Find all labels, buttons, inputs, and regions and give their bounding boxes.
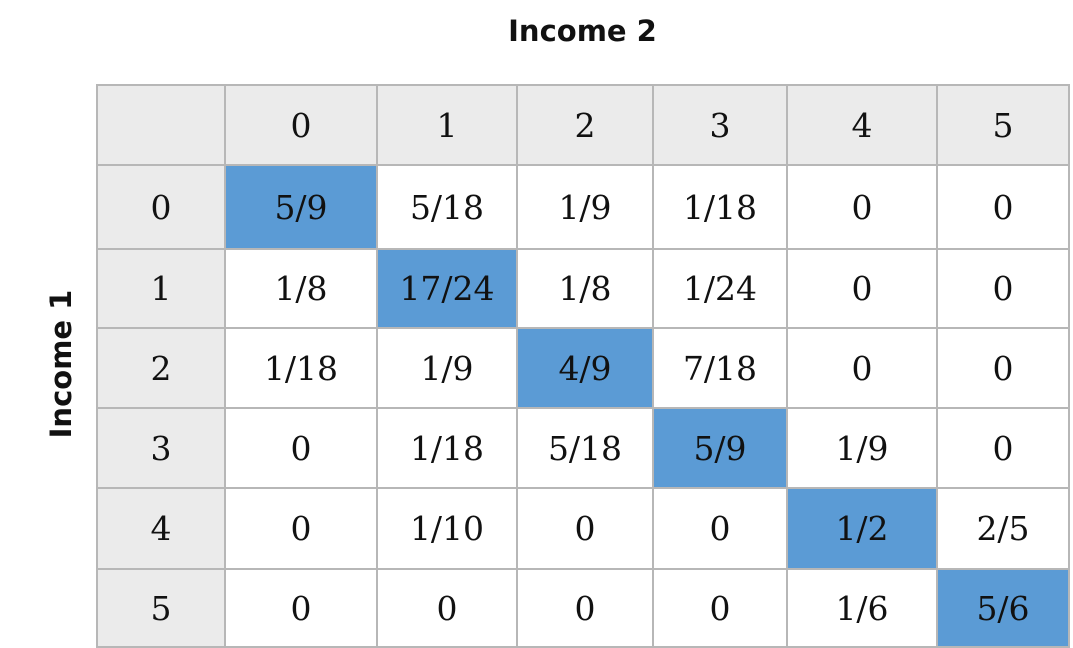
- row-header: 1: [96, 248, 226, 329]
- col-header: 4: [786, 84, 938, 166]
- table-row: 1 1/8 17/24 1/8 1/24 0 0: [96, 248, 1070, 329]
- table-cell: 0: [786, 248, 938, 329]
- table-row: 5 0 0 0 0 1/6 5/6: [96, 568, 1070, 648]
- table-cell: 0: [936, 327, 1070, 409]
- table-cell: 1/9: [516, 164, 654, 250]
- col-header: 2: [516, 84, 654, 166]
- table-row: 3 0 1/18 5/18 5/9 1/9 0: [96, 407, 1070, 489]
- table-cell: 1/18: [224, 327, 378, 409]
- table-cell: 0: [376, 568, 518, 648]
- table-cell: 0: [224, 487, 378, 570]
- table-cell: 1/24: [652, 248, 788, 329]
- table-cell: 1/8: [224, 248, 378, 329]
- table-cell: 0: [786, 164, 938, 250]
- row-header: 0: [96, 164, 226, 250]
- table-cell: 1/2: [786, 487, 938, 570]
- table-cell: 0: [936, 164, 1070, 250]
- table-cell: 5/9: [652, 407, 788, 489]
- table-cell: 0: [786, 327, 938, 409]
- table-cell: 7/18: [652, 327, 788, 409]
- corner-cell: [96, 84, 226, 166]
- table-cell: 0: [652, 568, 788, 648]
- table-cell: 0: [936, 248, 1070, 329]
- table-cell: 5/18: [516, 407, 654, 489]
- table-cell: 5/18: [376, 164, 518, 250]
- table-row: 4 0 1/10 0 0 1/2 2/5: [96, 487, 1070, 570]
- col-header: 5: [936, 84, 1070, 166]
- table-cell: 1/10: [376, 487, 518, 570]
- table-cell: 1/18: [376, 407, 518, 489]
- column-axis-title: Income 2: [508, 14, 657, 48]
- table-cell: 17/24: [376, 248, 518, 329]
- row-header: 5: [96, 568, 226, 648]
- row-header: 2: [96, 327, 226, 409]
- table-cell: 4/9: [516, 327, 654, 409]
- transition-matrix-table: 0 1 2 3 4 5 0 5/9 5/18 1/9 1/18 0 0 1 1/…: [96, 84, 1070, 648]
- col-header: 0: [224, 84, 378, 166]
- table-cell: 1/9: [376, 327, 518, 409]
- table-cell: 1/18: [652, 164, 788, 250]
- table-cell: 5/6: [936, 568, 1070, 648]
- table-row: 0 5/9 5/18 1/9 1/18 0 0: [96, 164, 1070, 250]
- table-cell: 0: [652, 487, 788, 570]
- col-header: 3: [652, 84, 788, 166]
- col-header: 1: [376, 84, 518, 166]
- table-cell: 5/9: [224, 164, 378, 250]
- table-cell: 0: [224, 407, 378, 489]
- table-cell: 0: [516, 568, 654, 648]
- row-header: 3: [96, 407, 226, 489]
- table-cell: 0: [936, 407, 1070, 489]
- table-cell: 1/9: [786, 407, 938, 489]
- table-cell: 1/6: [786, 568, 938, 648]
- table-cell: 1/8: [516, 248, 654, 329]
- table-cell: 0: [224, 568, 378, 648]
- row-axis-title: Income 1: [44, 289, 78, 439]
- table-row: 2 1/18 1/9 4/9 7/18 0 0: [96, 327, 1070, 409]
- header-row: 0 1 2 3 4 5: [96, 84, 1070, 166]
- table-cell: 2/5: [936, 487, 1070, 570]
- row-header: 4: [96, 487, 226, 570]
- table-cell: 0: [516, 487, 654, 570]
